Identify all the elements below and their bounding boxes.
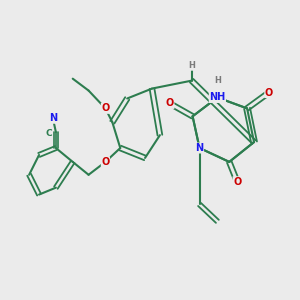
Text: N: N — [49, 113, 57, 123]
Text: O: O — [265, 88, 273, 98]
Text: NH: NH — [209, 92, 226, 103]
Text: N: N — [196, 143, 204, 153]
Text: H: H — [214, 76, 221, 85]
Text: H: H — [188, 61, 195, 70]
Text: O: O — [101, 103, 110, 113]
Text: O: O — [166, 98, 174, 108]
Text: C: C — [45, 129, 52, 138]
Text: O: O — [101, 157, 110, 167]
Text: O: O — [233, 177, 241, 187]
